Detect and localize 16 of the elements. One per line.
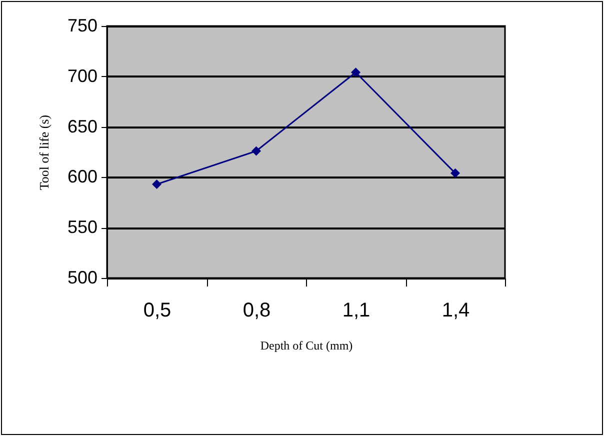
x-axis-title: Depth of Cut (mm) (260, 338, 353, 352)
point (450, 168, 460, 178)
point (351, 68, 360, 78)
x-tick-label: 0,8 (242, 300, 271, 322)
y-axis-title: Tool of life (s) (36, 114, 52, 190)
y-tick-label: 650 (67, 116, 98, 136)
y-tick-label: 700 (67, 66, 98, 86)
y-tick-label: 500 (67, 268, 98, 288)
x-tick-label: 0,5 (143, 300, 172, 322)
y-tick-label: 550 (67, 217, 98, 238)
point (252, 146, 261, 156)
y-tick-label: 750 (67, 16, 98, 36)
x-tick-label: 1,1 (342, 300, 370, 322)
y-tick-label: 600 (67, 166, 98, 187)
point (152, 180, 162, 189)
x-tick-label: 1,4 (442, 300, 470, 322)
